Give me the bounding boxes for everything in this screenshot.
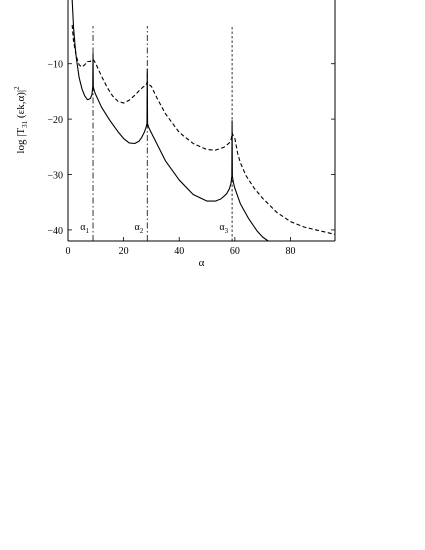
y-axis-title: log |T31 (εk,α)|2 <box>13 86 29 154</box>
marker-label-main: α <box>135 222 141 233</box>
marker-label-main: α <box>80 222 86 233</box>
x-axis-title: α <box>199 257 205 269</box>
x-tick-label-80: 80 <box>286 246 296 257</box>
y-title-part-sup: 2 <box>13 86 21 90</box>
marker-label-sub: 2 <box>140 227 144 235</box>
y-tick-label--10: −10 <box>47 60 63 71</box>
marker-label-sub: 3 <box>225 227 229 235</box>
marker-label-sub: 1 <box>86 227 90 235</box>
marker-label-1: α1 <box>80 222 89 235</box>
y-tick-label--40: −40 <box>47 226 63 237</box>
y-title-part-mid: (εk,α)| <box>15 90 27 121</box>
x-tick-label-0: 0 <box>66 246 71 257</box>
marker-label-3: α3 <box>219 222 228 235</box>
plot-area <box>71 0 335 241</box>
y-title-part-sub: 31 <box>21 120 29 128</box>
marker-label-main: α <box>219 222 225 233</box>
x-tick-label-40: 40 <box>174 246 184 257</box>
y-title-part-pre: log |T <box>15 128 27 154</box>
marker-label-2: α2 <box>135 222 144 235</box>
x-tick-label-60: 60 <box>230 246 240 257</box>
series-line-2-dashed <box>71 24 335 235</box>
curves <box>71 0 335 241</box>
x-tick-label-20: 20 <box>119 246 129 257</box>
axes <box>67 0 336 242</box>
y-tick-label--20: −20 <box>47 115 63 126</box>
y-tick-label--30: −30 <box>47 171 63 182</box>
series-line-1-solid <box>71 0 269 241</box>
